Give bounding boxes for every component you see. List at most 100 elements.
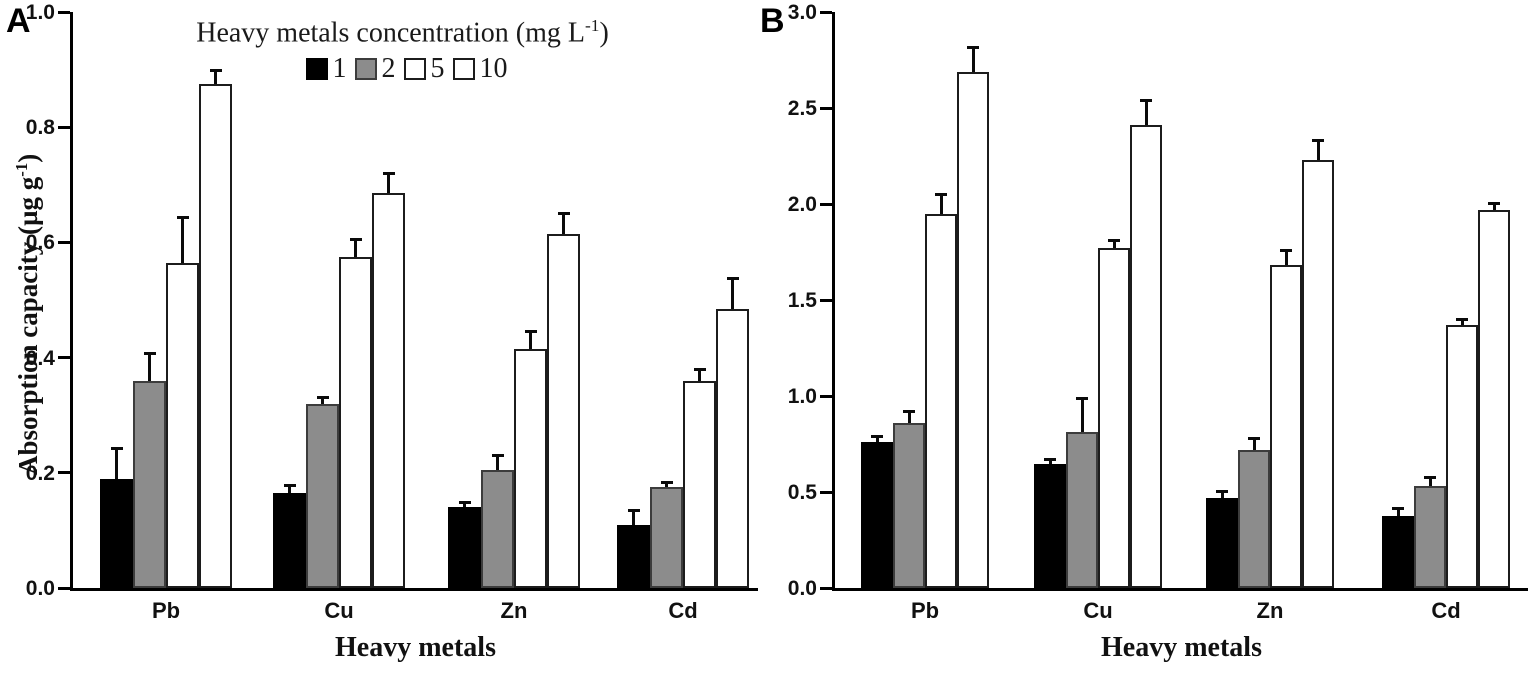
- error-bar-cap: [967, 46, 979, 50]
- error-bar-A-Cd-1: [632, 511, 635, 525]
- bar-B-Cd-1: [1382, 516, 1414, 588]
- bar-A-Cu-2: [306, 403, 339, 588]
- legend-swatch-2: [354, 58, 377, 81]
- bar-A-Pb-2: [133, 380, 166, 588]
- error-bar-cap: [382, 172, 395, 176]
- legend-title: Heavy metals concentration (mg L-1): [130, 16, 675, 49]
- y-axis-tick: [58, 10, 70, 14]
- bar-A-Pb-1: [100, 478, 133, 588]
- y-axis-tick: [820, 490, 832, 494]
- plot-area-panel-b: Heavy metals 0.0 0.5 1.0 1.5 2.0 2.5 3.0 Pb Cu Zn…: [788, 2, 1528, 662]
- legend-title-suffix: ): [599, 17, 609, 49]
- error-bar-cap: [693, 368, 706, 372]
- error-bar-cap: [1216, 489, 1228, 493]
- y-axis-tick-label: 1.5: [787, 289, 817, 312]
- legend-swatch-5: [403, 58, 426, 81]
- error-bar-cap: [176, 216, 189, 220]
- error-bar-cap: [935, 193, 947, 197]
- legend-label-5: 5: [430, 53, 445, 85]
- category-label-Cu: Cu: [1083, 598, 1113, 623]
- error-bar-B-Pb-5: [939, 196, 943, 214]
- error-bar-cap: [1108, 239, 1120, 243]
- y-axis-tick: [58, 356, 70, 360]
- error-bar-A-Cu-2: [321, 399, 324, 404]
- y-axis-tick-label: 2.0: [787, 193, 817, 216]
- error-bar-cap: [1280, 249, 1292, 252]
- y-axis-tick-label: 0.0: [787, 577, 817, 600]
- error-bar-cap: [1312, 138, 1324, 142]
- error-bar-A-Cd-5: [698, 371, 701, 381]
- plot-area-panel-a: Heavy metals 0.0 0.2 0.4 0.6 0.8 1.0 Pb Cu Zn Cd: [26, 2, 758, 662]
- y-axis-title-superscript: -1: [12, 162, 31, 177]
- bar-B-Pb-1: [861, 442, 893, 588]
- y-axis-tick-label: 0.5: [787, 481, 817, 504]
- y-axis-tick: [820, 202, 832, 206]
- error-bar-cap: [1488, 201, 1500, 205]
- legend-title-superscript: -1: [584, 16, 600, 35]
- y-axis-tick-label: 0.2: [25, 461, 55, 485]
- panel-letter-a: A: [6, 2, 31, 40]
- x-axis-title-panel-a: Heavy metals: [335, 632, 496, 663]
- error-bar-B-Zn-1: [1220, 492, 1224, 498]
- y-axis-tick: [58, 586, 70, 590]
- error-bar-A-Pb-2: [148, 354, 151, 381]
- error-bar-B-Cu-10: [1144, 102, 1148, 126]
- error-bar-B-Cd-2: [1428, 478, 1432, 487]
- legend-title-text: Heavy metals concentration (mg L: [196, 17, 585, 49]
- bar-B-Cd-5: [1446, 324, 1478, 588]
- error-bar-A-Cd-2: [665, 483, 668, 488]
- bar-A-Zn-2: [481, 469, 514, 588]
- y-axis-tick: [820, 394, 832, 398]
- error-bar-A-Pb-10: [214, 72, 217, 84]
- y-axis-tick: [820, 298, 832, 302]
- error-bar-A-Zn-1: [463, 503, 466, 508]
- bar-B-Cu-2: [1066, 432, 1098, 588]
- bar-B-Cu-5: [1098, 248, 1130, 588]
- bar-B-Cu-1: [1034, 464, 1066, 588]
- bar-A-Cu-10: [372, 193, 405, 588]
- error-bar-B-Pb-10: [971, 49, 975, 72]
- error-bar-A-Cu-5: [354, 240, 357, 257]
- error-bar-B-Cu-2: [1080, 399, 1084, 433]
- bar-A-Zn-1: [448, 507, 481, 588]
- category-label-Cu: Cu: [324, 598, 354, 623]
- y-axis-tick-label: 1.0: [787, 385, 817, 408]
- error-bar-A-Zn-2: [496, 457, 499, 470]
- error-bar-cap: [143, 351, 156, 355]
- y-axis-tick: [820, 10, 832, 14]
- error-bar-cap: [660, 480, 673, 484]
- legend-items-row: 1 2 5 10: [130, 55, 675, 83]
- error-bar-cap: [871, 435, 883, 439]
- category-label-Pb: Pb: [151, 598, 181, 623]
- bar-A-Cu-5: [339, 256, 372, 588]
- error-bar-B-Cu-1: [1048, 461, 1052, 465]
- y-axis-title-suffix: ): [13, 153, 43, 163]
- error-bar-A-Zn-10: [562, 214, 565, 234]
- error-bar-cap: [110, 446, 123, 450]
- error-bar-cap: [524, 329, 537, 333]
- error-bar-cap: [1392, 507, 1404, 511]
- y-axis-tick-label: 0.8: [25, 116, 55, 140]
- bar-B-Cu-10: [1130, 125, 1162, 588]
- error-bar-A-Pb-5: [181, 219, 184, 263]
- error-bar-B-Pb-2: [907, 413, 911, 423]
- error-bar-B-Zn-5: [1284, 252, 1288, 266]
- error-bar-cap: [903, 410, 915, 414]
- error-bar-B-Cd-5: [1460, 321, 1464, 325]
- bar-B-Zn-1: [1206, 497, 1238, 588]
- error-bar-cap: [1248, 437, 1260, 441]
- bar-B-Zn-5: [1270, 265, 1302, 588]
- y-axis-tick: [58, 125, 70, 129]
- bar-A-Zn-5: [514, 348, 547, 588]
- error-bar-cap: [283, 484, 296, 488]
- error-bar-cap: [349, 237, 362, 241]
- bar-A-Cd-2: [650, 487, 683, 588]
- error-bar-cap: [1456, 318, 1468, 322]
- legend-label-1: 1: [332, 53, 347, 85]
- error-bar-B-Zn-2: [1252, 440, 1256, 450]
- bar-B-Cd-10: [1478, 209, 1510, 588]
- legend-swatch-1: [305, 58, 328, 81]
- legend-swatch-10: [452, 58, 475, 81]
- error-bar-cap: [491, 454, 504, 458]
- bar-A-Cd-10: [716, 308, 749, 588]
